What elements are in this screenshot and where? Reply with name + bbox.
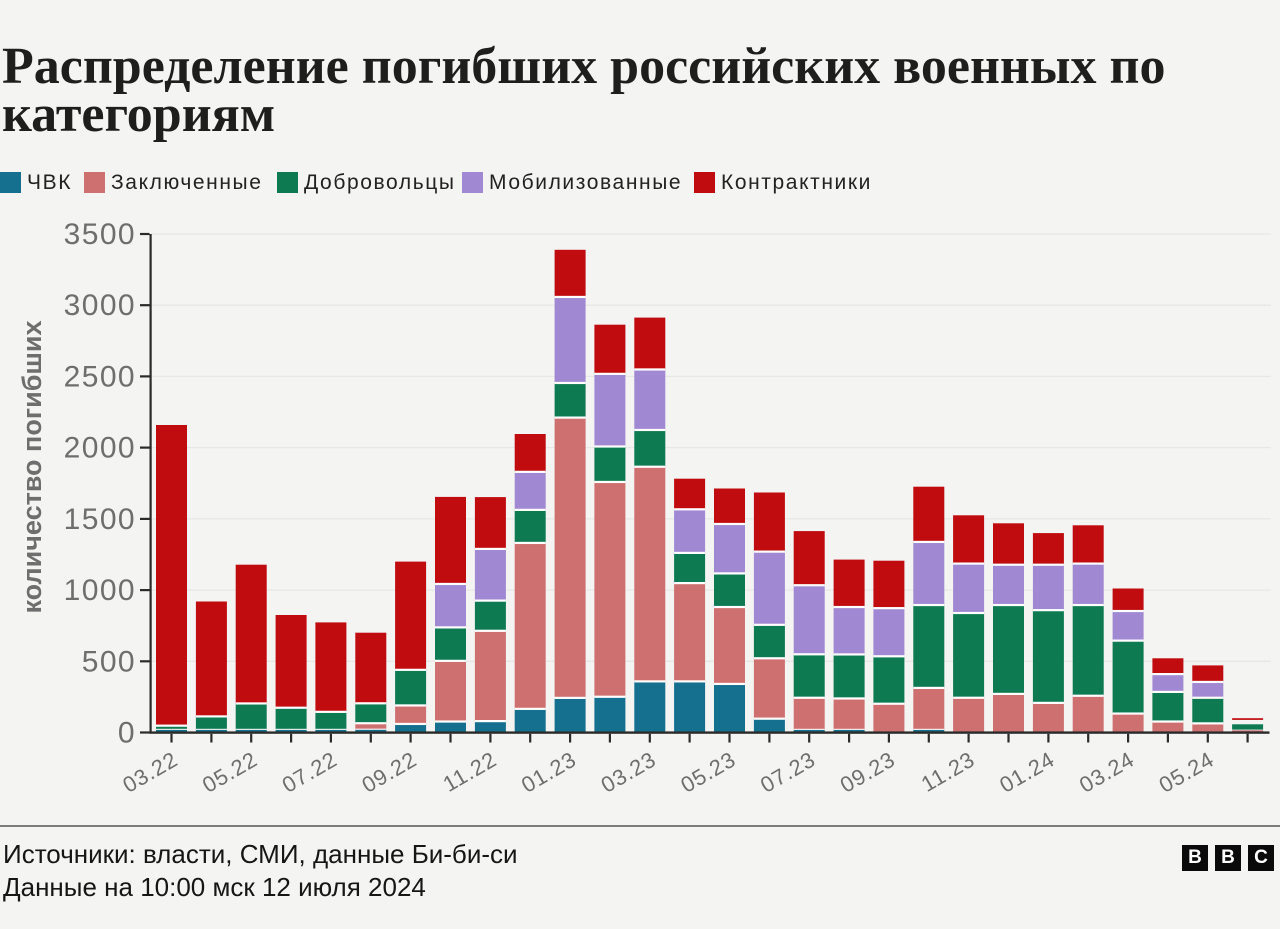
svg-text:1000: 1000	[64, 574, 136, 607]
svg-text:07.23: 07.23	[756, 746, 820, 797]
svg-text:09.23: 09.23	[836, 746, 900, 797]
svg-text:05.22: 05.22	[198, 746, 262, 797]
svg-text:3000: 3000	[64, 289, 136, 322]
svg-text:1500: 1500	[64, 503, 136, 536]
svg-text:2500: 2500	[64, 360, 136, 393]
svg-text:07.22: 07.22	[278, 746, 342, 797]
svg-text:11.23: 11.23	[917, 746, 979, 796]
svg-text:2000: 2000	[64, 432, 136, 465]
svg-text:01.24: 01.24	[995, 746, 1059, 797]
svg-text:количество погибших: количество погибших	[17, 321, 47, 614]
svg-text:05.24: 05.24	[1155, 746, 1219, 797]
svg-text:03.22: 03.22	[118, 746, 182, 797]
svg-text:03.23: 03.23	[597, 746, 661, 797]
svg-text:05.23: 05.23	[676, 746, 740, 797]
svg-text:3500: 3500	[64, 218, 136, 251]
svg-text:01.23: 01.23	[517, 746, 581, 797]
svg-text:03.24: 03.24	[1075, 746, 1139, 797]
svg-text:09.22: 09.22	[357, 746, 421, 797]
svg-text:11.22: 11.22	[439, 746, 501, 796]
svg-text:500: 500	[82, 645, 136, 678]
svg-text:0: 0	[118, 717, 136, 750]
